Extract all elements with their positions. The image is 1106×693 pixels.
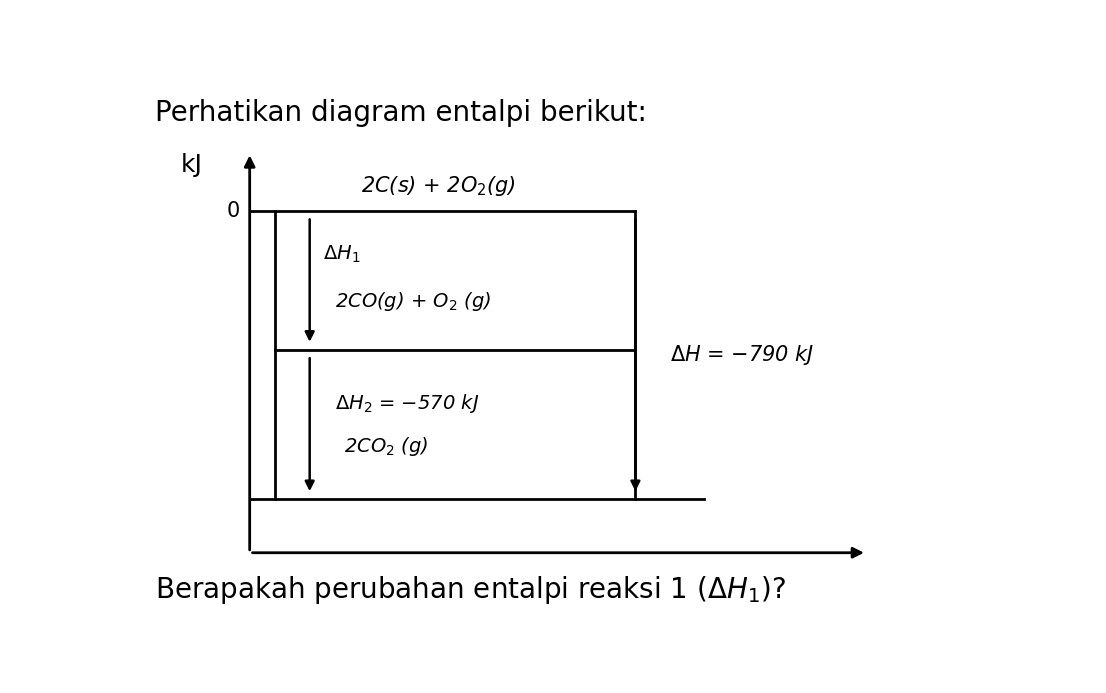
Text: Perhatikan diagram entalpi berikut:: Perhatikan diagram entalpi berikut:	[155, 99, 647, 128]
Text: 2CO($g$) + O$_2$ ($g$): 2CO($g$) + O$_2$ ($g$)	[335, 290, 492, 313]
Text: 0: 0	[226, 201, 239, 221]
Text: $\Delta H_1$: $\Delta H_1$	[323, 243, 359, 265]
Text: $\Delta H_2$ = −570 kJ: $\Delta H_2$ = −570 kJ	[335, 392, 480, 415]
Text: kJ: kJ	[180, 152, 202, 177]
Text: $\Delta H$ = −790 kJ: $\Delta H$ = −790 kJ	[669, 343, 814, 367]
Text: 2$C$($s$) + 2O$_2$($g$): 2$C$($s$) + 2O$_2$($g$)	[361, 174, 515, 198]
Text: Berapakah perubahan entalpi reaksi 1 ($\Delta H_1$)?: Berapakah perubahan entalpi reaksi 1 ($\…	[155, 574, 786, 606]
Text: 2CO$_2$ ($g$): 2CO$_2$ ($g$)	[344, 435, 428, 457]
